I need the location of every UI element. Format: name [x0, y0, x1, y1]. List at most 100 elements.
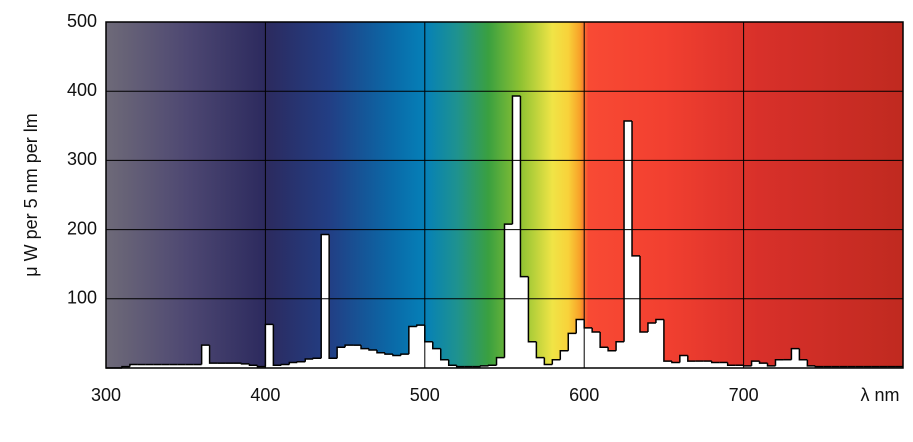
step-edge — [336, 346, 346, 359]
plot-border — [105, 21, 904, 369]
bin-fill — [759, 363, 769, 368]
step-edge — [647, 322, 656, 333]
step-edge — [559, 349, 569, 360]
bin-fill — [241, 363, 250, 368]
bin-fill — [345, 345, 354, 368]
step-edge — [806, 359, 816, 367]
step-edge — [750, 360, 760, 366]
bin-fill — [560, 350, 569, 368]
bin-fill — [767, 365, 776, 368]
x-tick-label: 300 — [91, 385, 121, 405]
bin-fill — [440, 359, 450, 368]
bin-fill — [791, 348, 800, 368]
y-tick-label: 100 — [67, 288, 97, 308]
bin-fill — [265, 324, 274, 368]
bin-fill — [751, 361, 761, 368]
bin-fill — [655, 319, 665, 368]
step-edge — [814, 365, 824, 368]
x-tick-label: 700 — [729, 385, 759, 405]
bin-fill — [233, 363, 242, 368]
bin-fill — [225, 363, 235, 368]
bin-fill — [576, 319, 585, 368]
bin-fill — [775, 359, 784, 368]
bin-fill — [512, 96, 521, 368]
step-edge — [710, 361, 720, 364]
step-edge — [272, 324, 282, 366]
step-edge — [280, 363, 290, 366]
bin-fill — [369, 350, 378, 368]
bin-fill — [137, 364, 147, 368]
bin-fill — [353, 345, 362, 368]
step-edge — [256, 365, 266, 368]
step-edge — [495, 356, 505, 366]
bin-fill — [329, 358, 338, 368]
bin-fill — [799, 359, 808, 368]
bin-fill — [297, 361, 306, 368]
x-tick-label: 600 — [569, 385, 599, 405]
step-edge — [774, 358, 784, 366]
step-edge — [663, 319, 672, 362]
bin-fill — [528, 341, 537, 368]
bin-fill — [376, 352, 386, 368]
bin-fill — [695, 361, 705, 368]
bin-fill — [193, 364, 203, 368]
bin-fill — [129, 364, 139, 368]
bin-fill — [807, 365, 816, 368]
bin-fill — [337, 347, 346, 368]
step-edge — [312, 357, 322, 360]
bin-fill — [600, 347, 609, 368]
x-axis-label: λ nm — [860, 385, 899, 405]
step-edge — [511, 95, 521, 225]
bin-fill — [632, 255, 641, 368]
bin-fill — [711, 362, 721, 368]
bin-fill — [679, 355, 689, 368]
step-edge — [368, 348, 377, 351]
bin-fill — [520, 276, 529, 368]
step-edge — [392, 354, 401, 357]
bin-fill — [313, 358, 322, 368]
step-edge — [607, 347, 617, 352]
step-edge — [535, 341, 545, 359]
bin-fill — [735, 365, 745, 368]
step-edge — [432, 341, 441, 350]
bin-fill — [536, 357, 545, 368]
bin-fill — [392, 355, 402, 368]
step-edge — [384, 352, 393, 355]
step-edge — [599, 332, 609, 348]
step-edge — [758, 361, 768, 364]
step-edge — [376, 350, 385, 354]
bin-fill — [687, 361, 697, 368]
bin-fill — [624, 120, 633, 369]
bin-fill — [544, 364, 553, 368]
step-edge — [129, 363, 138, 367]
bin-fill — [743, 365, 753, 368]
bin-fill — [217, 363, 227, 368]
bin-fill — [281, 364, 290, 368]
bin-fill — [185, 364, 195, 368]
step-edge — [208, 345, 218, 364]
step-edge — [439, 348, 449, 361]
bin-fill — [647, 323, 657, 368]
step-edge — [304, 358, 314, 362]
bin-fill — [608, 350, 617, 368]
step-edge — [655, 318, 664, 324]
step-edge — [320, 233, 330, 359]
bin-fill — [201, 345, 211, 368]
bin-fill — [552, 359, 561, 368]
step-edge — [671, 361, 680, 364]
bin-fill — [568, 333, 577, 368]
bin-fill — [584, 327, 593, 368]
step-edge — [240, 363, 250, 365]
step-edge — [479, 365, 489, 367]
bin-fill — [424, 341, 434, 368]
bin-fill — [416, 325, 426, 368]
bin-fill — [321, 234, 330, 368]
bin-fill — [273, 365, 282, 368]
bin-fill — [488, 365, 498, 368]
y-tick-label: 400 — [67, 80, 97, 100]
bin-fill — [727, 365, 737, 368]
bin-fill — [719, 362, 729, 368]
step-edge — [416, 324, 425, 327]
bin-fill — [161, 364, 171, 368]
